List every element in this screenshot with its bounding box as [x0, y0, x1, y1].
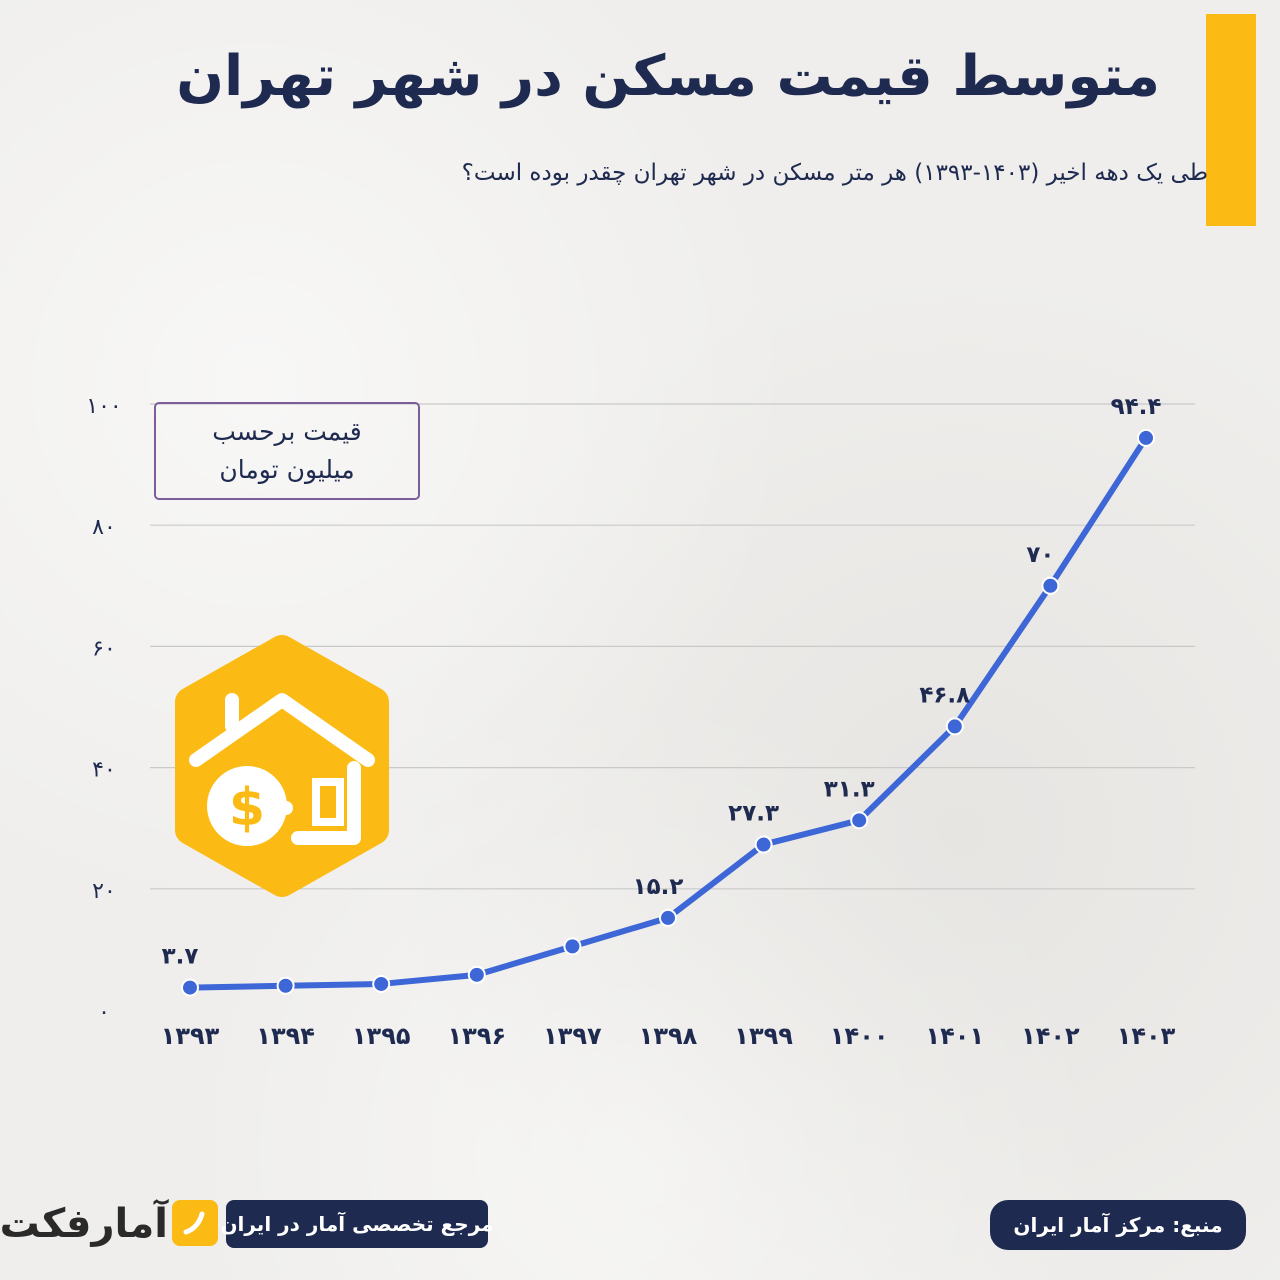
- y-tick-label: ۸۰: [92, 515, 116, 540]
- x-tick-label: ۱۳۹۴: [256, 1022, 315, 1050]
- data-points: [181, 428, 1155, 997]
- data-label: ۲۷.۳: [728, 801, 779, 827]
- data-point: [850, 811, 869, 830]
- x-tick-label: ۱۳۹۶: [448, 1022, 507, 1050]
- x-tick-label: ۱۳۹۵: [352, 1022, 411, 1050]
- house-door: [312, 778, 344, 826]
- y-tick-label: ۴۰: [92, 758, 116, 783]
- dollar-sign: $: [229, 778, 265, 838]
- x-tick-label: ۱۴۰۳: [1117, 1022, 1176, 1050]
- data-point: [945, 717, 964, 736]
- data-label: ۴۶.۸: [919, 682, 970, 708]
- x-axis-ticks: ۱۳۹۳ ۱۳۹۴ ۱۳۹۵ ۱۳۹۶ ۱۳۹۷ ۱۳۹۸ ۱۳۹۹ ۱۴۰۰ ۱۴۰۱ ۱۴۰۲…: [161, 1022, 1176, 1050]
- data-point: [1137, 428, 1155, 447]
- x-tick-label: ۱۳۹۹: [734, 1022, 793, 1050]
- source-badge: منبع: مرکز آمار ایران: [990, 1200, 1246, 1250]
- data-label: ۹۴.۴: [1111, 394, 1162, 420]
- data-point: [1041, 576, 1060, 595]
- y-tick-label: ۱۰۰: [86, 394, 121, 419]
- x-tick-label: ۱۳۹۷: [543, 1022, 602, 1050]
- y-tick-label: ۲۰: [92, 879, 116, 904]
- house-price-icon: $: [175, 635, 389, 897]
- x-tick-label: ۱۴۰۲: [1021, 1022, 1080, 1050]
- data-label: ۷۰: [1026, 542, 1054, 568]
- logo-icon: [172, 1200, 218, 1246]
- data-point: [276, 976, 295, 995]
- x-tick-label: ۱۴۰۰: [830, 1022, 889, 1050]
- data-point: [372, 974, 391, 993]
- hexagon-shape: [175, 635, 389, 897]
- data-point: [563, 937, 582, 956]
- data-label: ۳۱.۳: [824, 776, 875, 802]
- brand-logo: آمارفکت: [0, 1201, 168, 1247]
- page-subtitle: طی یک دهه اخیر (۱۴۰۳-۱۳۹۳) هر متر مسکن د…: [461, 160, 1208, 186]
- data-point: [467, 965, 486, 984]
- data-label: ۱۵.۲: [633, 874, 684, 900]
- coin-icon: [207, 766, 287, 846]
- x-tick-label: ۱۴۰۱: [926, 1022, 985, 1050]
- y-axis-ticks: ۰ ۲۰ ۴۰ ۶۰ ۸۰ ۱۰۰: [86, 394, 121, 1025]
- data-label: ۳.۷: [162, 944, 199, 970]
- unit-note-line2: میلیون تومان: [219, 455, 355, 484]
- page-title: متوسط قیمت مسکن در شهر تهران: [176, 44, 1160, 109]
- unit-note-line1: قیمت برحسب: [212, 417, 362, 446]
- y-tick-label: ۰: [98, 1000, 110, 1025]
- data-point: [181, 978, 199, 997]
- accent-bar: [1206, 14, 1256, 226]
- x-tick-label: ۱۳۹۳: [161, 1022, 220, 1050]
- unit-note: قیمت برحسب میلیون تومان: [154, 402, 420, 500]
- reference-badge: مرجع تخصصی آمار در ایران: [220, 1200, 494, 1248]
- data-point: [754, 835, 773, 854]
- data-point: [659, 908, 677, 927]
- x-tick-label: ۱۳۹۸: [639, 1022, 698, 1050]
- data-labels: ۳.۷ ۱۵.۲ ۲۷.۳ ۳۱.۳ ۴۶.۸ ۷۰ ۹۴.۴: [162, 394, 1162, 970]
- logo-slash-icon: [183, 1211, 205, 1235]
- y-tick-label: ۶۰: [92, 636, 116, 661]
